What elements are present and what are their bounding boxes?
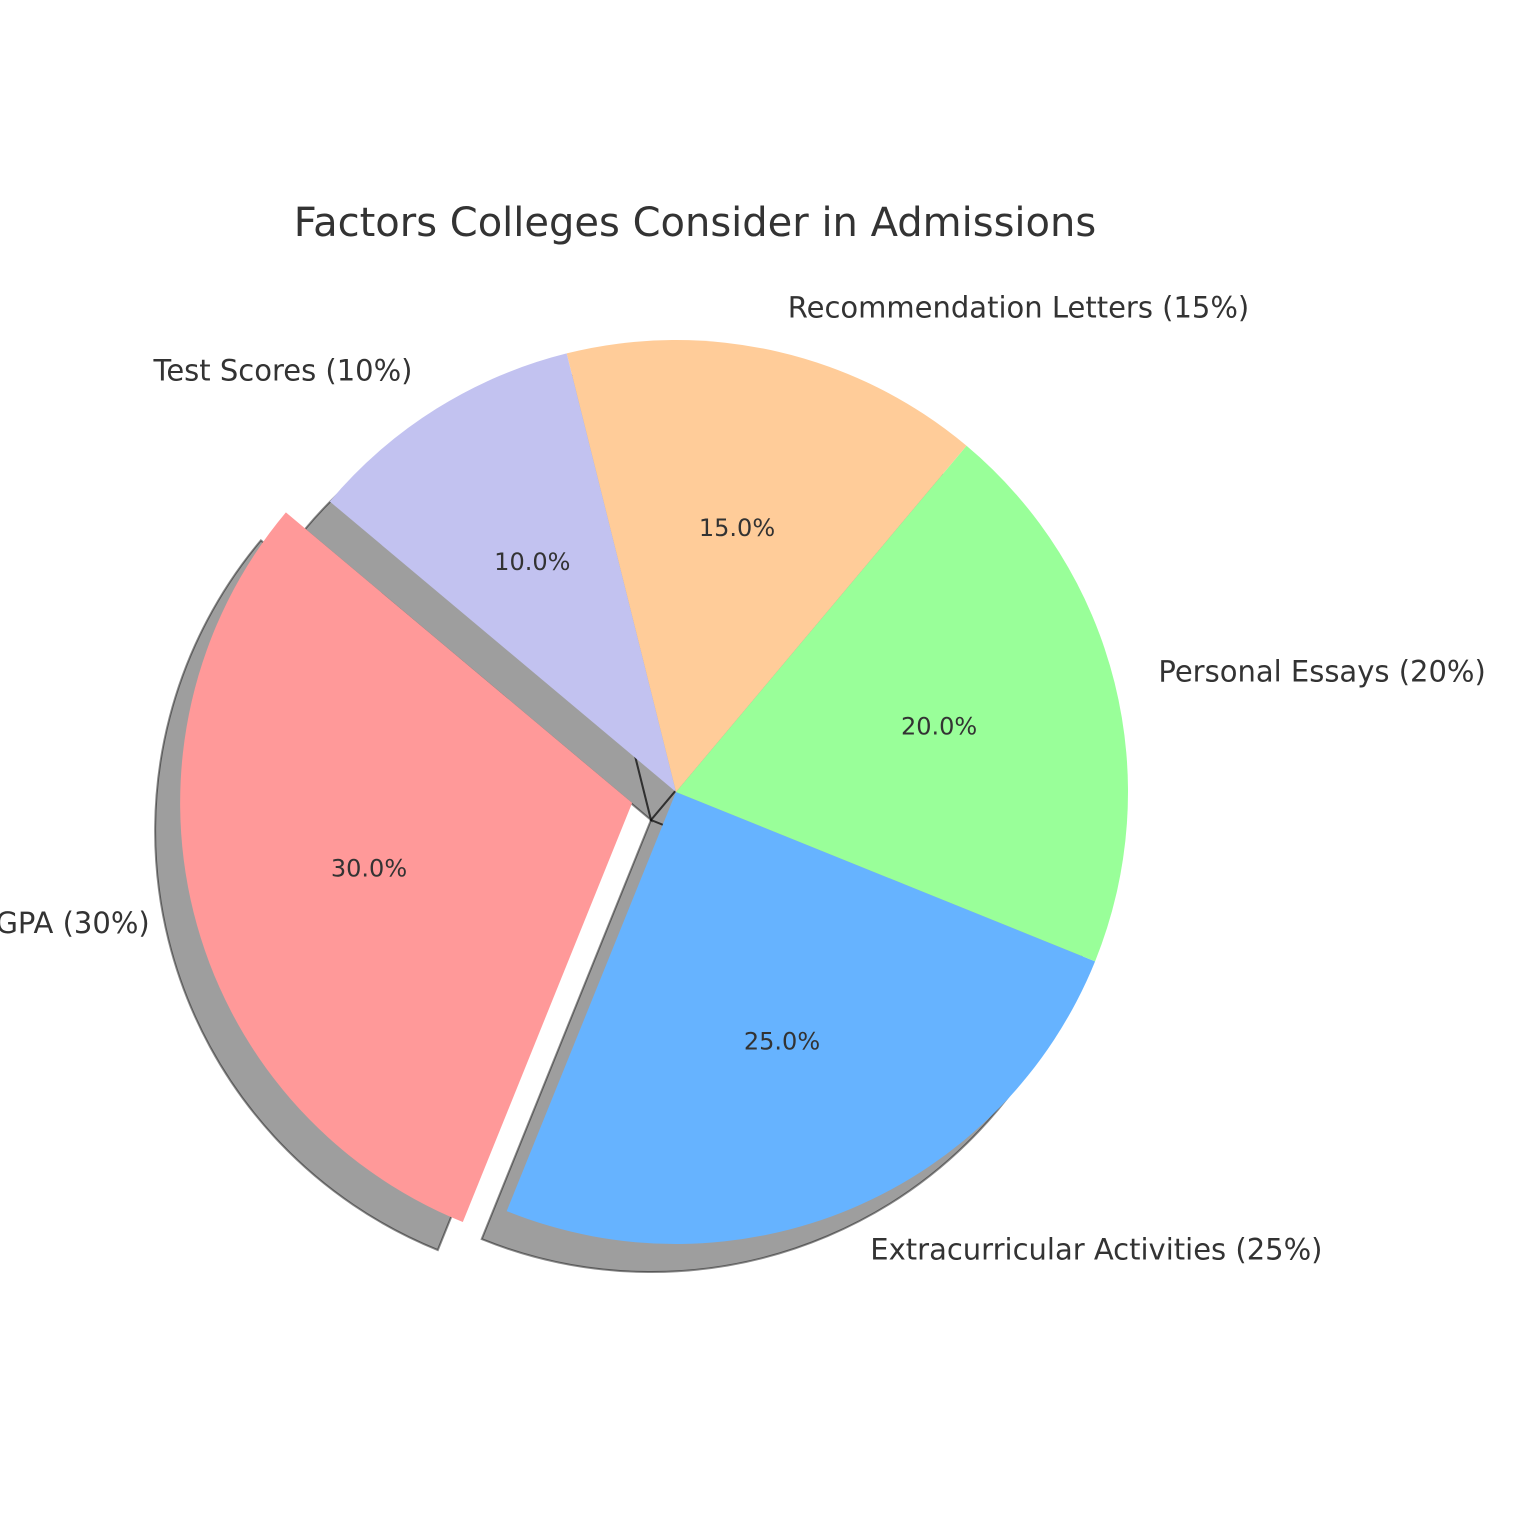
slice-personal-essays: [676, 445, 1129, 962]
percent-label-extracurricular-activities: 25.0%: [744, 1028, 820, 1056]
slice-label-personal-essays: Personal Essays (20%): [1158, 655, 1485, 689]
slice-label-extracurricular-activities: Extracurricular Activities (25%): [870, 1233, 1322, 1267]
slice-gpa: [180, 512, 633, 1223]
percent-label-gpa: 30.0%: [331, 855, 407, 883]
slice-label-recommendation-letters: Recommendation Letters (15%): [788, 291, 1249, 325]
chart-title: Factors Colleges Consider in Admissions: [294, 200, 1096, 246]
percent-label-recommendation-letters: 15.0%: [699, 514, 775, 542]
percent-label-personal-essays: 20.0%: [901, 712, 977, 740]
percent-label-test-scores: 10.0%: [494, 548, 570, 576]
slices: [180, 340, 1129, 1245]
slice-test-scores: [329, 353, 676, 792]
slice-label-gpa: GPA (30%): [0, 906, 150, 940]
slice-label-test-scores: Test Scores (10%): [153, 353, 413, 387]
slice-recommendation-letters: [566, 340, 967, 792]
slice-labels: GPA (30%) Extracurricular Activities (25%…: [0, 291, 1486, 1267]
slice-extracurricular-activities: [506, 792, 1096, 1245]
percent-labels: 30.0% 25.0% 20.0% 15.0% 10.0%: [331, 514, 977, 1056]
